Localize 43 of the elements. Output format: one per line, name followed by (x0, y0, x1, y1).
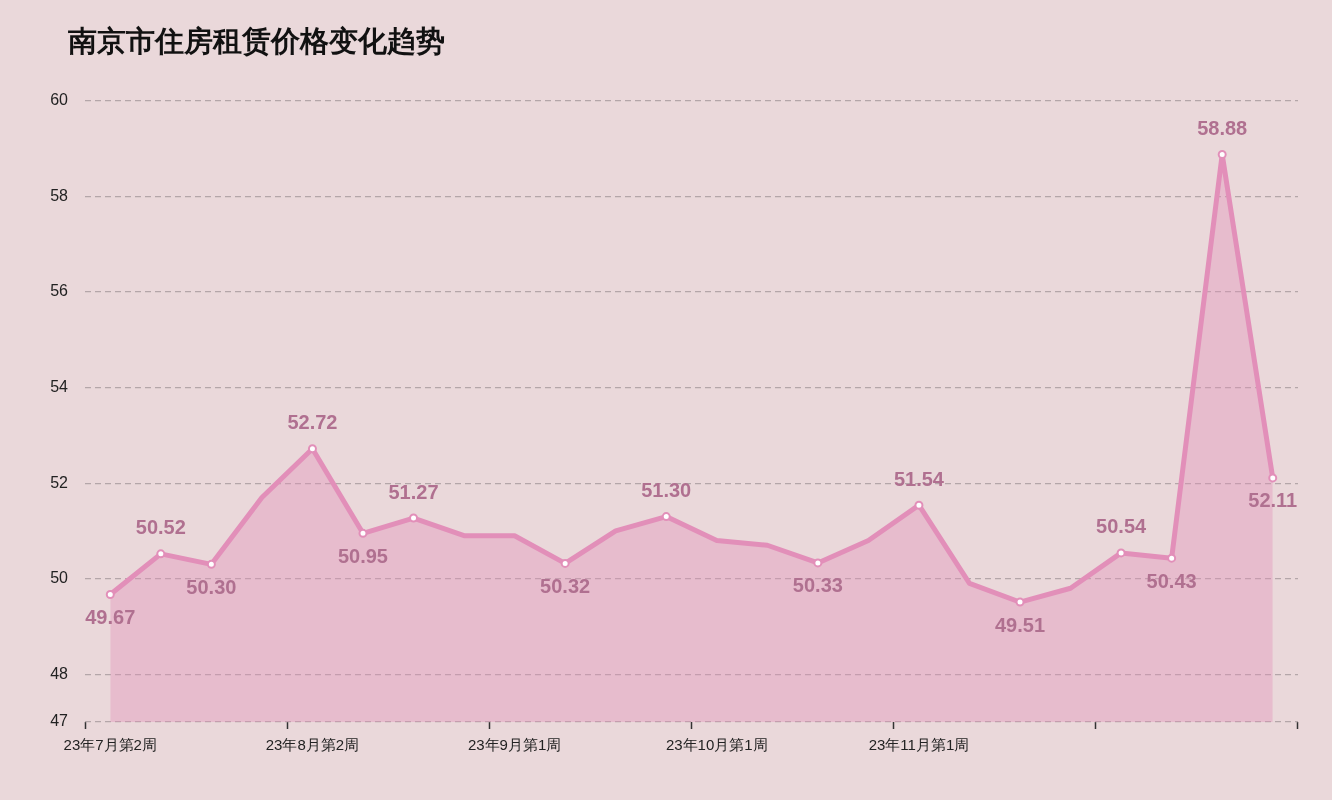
x-tick-label: 23年10月第1周 (665, 736, 768, 754)
y-tick-label: 58 (50, 186, 69, 204)
y-tick-label: 56 (50, 282, 69, 300)
data-label: 52.11 (1248, 489, 1298, 512)
point (1116, 548, 1126, 558)
point (661, 512, 671, 522)
point (560, 558, 570, 568)
y-tick-label: 52 (50, 473, 69, 491)
data-label: 58.88 (1197, 117, 1248, 140)
y-tick-label: 60 (50, 91, 69, 109)
y-tick-label: 47 (50, 712, 69, 730)
point (1167, 553, 1177, 563)
data-label: 50.95 (337, 544, 389, 567)
point (1217, 150, 1227, 159)
point (206, 559, 216, 569)
point (105, 589, 115, 599)
data-label: 52.72 (287, 411, 338, 434)
data-label: 50.32 (540, 574, 591, 597)
data-label: 51.27 (388, 480, 439, 503)
chart-title: 南京市住房租赁价格变化趋势 (68, 24, 445, 59)
x-tick-label: 23年8月第2周 (265, 736, 360, 754)
data-label: 50.43 (1146, 569, 1197, 592)
point (1268, 473, 1278, 483)
data-label: 50.30 (186, 575, 237, 598)
point (156, 549, 166, 559)
data-label: 50.52 (135, 516, 186, 539)
data-label: 50.54 (1096, 515, 1147, 538)
x-tick-label: 23年7月第2周 (63, 736, 157, 754)
y-tick-label: 54 (50, 378, 69, 396)
point (914, 500, 924, 510)
data-label: 49.51 (994, 613, 1046, 636)
x-tick-label: 23年9月第1周 (467, 736, 562, 754)
y-tick-label: 50 (50, 569, 69, 587)
point (358, 528, 368, 538)
data-label: 50.33 (792, 574, 843, 597)
data-label: 49.67 (85, 605, 136, 628)
data-label: 51.54 (893, 467, 945, 490)
point (1015, 597, 1025, 607)
point (409, 513, 419, 523)
y-tick-label: 48 (50, 664, 69, 682)
point (813, 558, 823, 568)
data-label: 51.30 (641, 479, 692, 502)
x-tick-label: 23年11月第1周 (868, 736, 970, 754)
